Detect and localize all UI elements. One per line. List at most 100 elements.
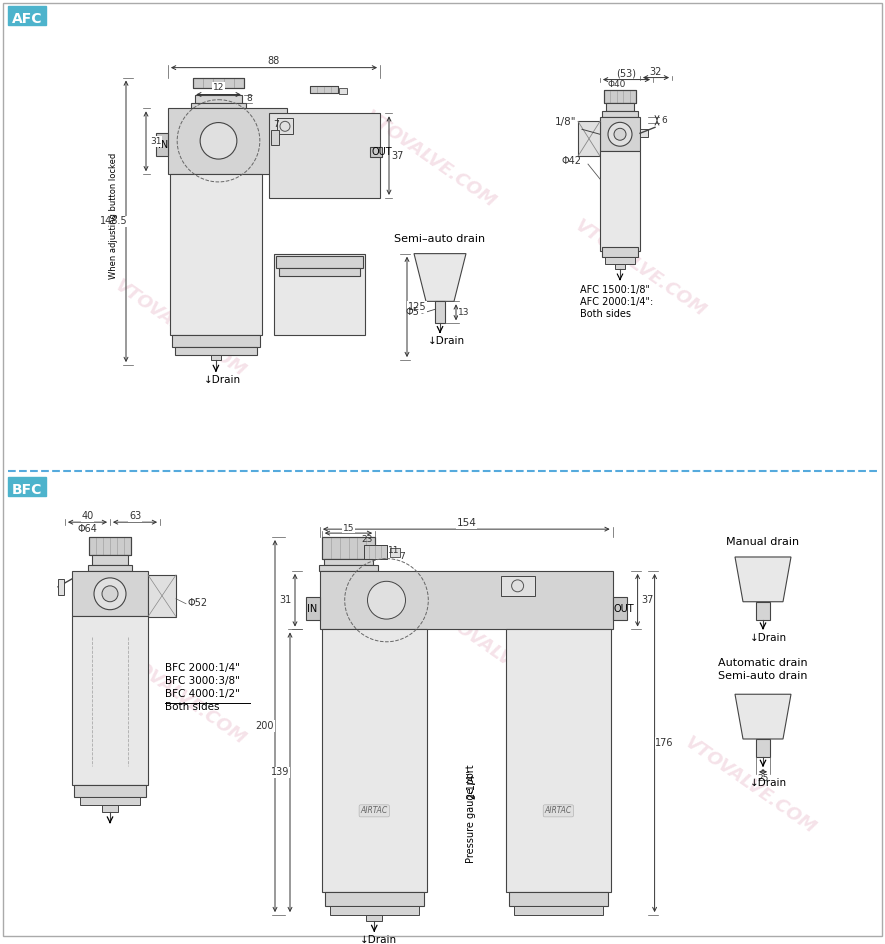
Text: OUT: OUT	[372, 147, 393, 157]
Text: 63: 63	[129, 512, 141, 521]
Text: Φ40: Φ40	[608, 79, 627, 89]
Bar	[211, 355, 221, 360]
Text: ↓Drain: ↓Drain	[204, 375, 241, 385]
Bar	[366, 915, 382, 921]
Text: AFC: AFC	[12, 12, 42, 25]
Text: Both sides: Both sides	[580, 310, 631, 319]
Text: 40: 40	[81, 512, 94, 521]
Bar	[612, 598, 627, 620]
Circle shape	[367, 582, 405, 619]
Circle shape	[94, 578, 126, 610]
Bar	[330, 906, 419, 915]
Text: 200: 200	[256, 721, 274, 731]
Text: Φ52: Φ52	[188, 598, 208, 608]
Text: 37: 37	[392, 151, 404, 160]
Text: Φ42: Φ42	[562, 156, 582, 166]
Bar	[320, 571, 612, 630]
Text: ↓Drain: ↓Drain	[360, 935, 397, 944]
Text: 139: 139	[271, 767, 289, 777]
Circle shape	[614, 128, 626, 141]
Bar	[191, 104, 246, 109]
Circle shape	[608, 123, 632, 146]
Text: ↓Drain: ↓Drain	[750, 778, 787, 787]
Bar	[322, 537, 375, 559]
Text: IN: IN	[307, 603, 317, 614]
Bar	[364, 545, 387, 559]
Bar	[501, 576, 535, 596]
Bar	[170, 175, 262, 335]
Text: 13: 13	[458, 308, 470, 317]
Text: BFC 4000:1/2": BFC 4000:1/2"	[165, 689, 240, 700]
Circle shape	[200, 123, 237, 160]
Bar	[279, 267, 360, 276]
Bar	[600, 151, 640, 251]
Bar	[602, 246, 638, 257]
Polygon shape	[735, 694, 791, 739]
Bar	[92, 555, 128, 565]
Text: 37: 37	[642, 596, 654, 605]
Bar	[89, 537, 131, 555]
Bar	[370, 147, 382, 157]
Text: 125: 125	[408, 302, 427, 312]
Bar	[272, 129, 280, 144]
Text: 23: 23	[362, 535, 373, 544]
Bar	[269, 113, 380, 198]
Bar	[311, 86, 338, 93]
Text: 12: 12	[212, 83, 224, 92]
Bar	[578, 122, 600, 156]
Text: 176: 176	[656, 738, 673, 748]
Text: 32: 32	[650, 67, 662, 76]
Text: VTOVALVE.COM: VTOVALVE.COM	[431, 604, 569, 708]
Bar	[193, 77, 243, 88]
Text: AFC 1500:1/8": AFC 1500:1/8"	[580, 285, 650, 295]
Bar	[606, 104, 634, 111]
Bar	[364, 545, 387, 559]
Bar	[80, 797, 140, 804]
Bar	[193, 77, 243, 88]
Bar	[604, 90, 636, 104]
Text: 6: 6	[661, 116, 667, 125]
Text: IN: IN	[158, 140, 168, 149]
Bar	[756, 601, 770, 619]
Bar	[339, 88, 347, 94]
Text: VTOVALVE.COM: VTOVALVE.COM	[112, 644, 249, 749]
Bar	[514, 906, 603, 915]
Text: When adjusting button locked: When adjusting button locked	[109, 153, 118, 279]
Text: 88: 88	[268, 56, 281, 66]
Bar	[306, 598, 320, 620]
Bar	[275, 256, 364, 267]
Text: 7: 7	[273, 120, 279, 128]
Bar	[196, 95, 242, 104]
Bar	[615, 263, 625, 268]
Circle shape	[102, 586, 118, 601]
Text: VTOVALVE.COM: VTOVALVE.COM	[571, 216, 709, 321]
Text: Both sides: Both sides	[165, 702, 219, 712]
Text: Φ64: Φ64	[77, 524, 96, 534]
Text: 1/8": 1/8"	[555, 117, 576, 127]
Text: BFC 2000:1/4": BFC 2000:1/4"	[165, 664, 240, 673]
Text: AIRTAC: AIRTAC	[545, 806, 572, 816]
Bar	[640, 129, 648, 137]
Polygon shape	[414, 254, 466, 301]
Bar	[273, 254, 366, 335]
Bar	[175, 347, 257, 355]
Text: Automatic drain: Automatic drain	[719, 658, 808, 668]
Text: 154: 154	[457, 518, 476, 529]
Bar	[58, 579, 64, 595]
Text: Semi–auto drain: Semi–auto drain	[395, 234, 486, 244]
Text: 25: 25	[758, 774, 769, 784]
Text: AFC 2000:1/4":: AFC 2000:1/4":	[580, 297, 653, 308]
Bar	[604, 90, 636, 104]
Text: ↓Drain: ↓Drain	[750, 632, 787, 643]
Text: BFC: BFC	[12, 483, 42, 497]
Bar	[88, 565, 132, 571]
Text: 7: 7	[399, 552, 405, 561]
Bar	[389, 548, 399, 557]
Bar	[509, 892, 608, 906]
Bar	[322, 630, 427, 892]
Text: 148.5: 148.5	[100, 216, 127, 227]
Bar	[168, 109, 288, 175]
Bar	[89, 537, 131, 555]
Text: Manual drain: Manual drain	[727, 537, 799, 548]
Text: VTOVALVE.COM: VTOVALVE.COM	[681, 733, 819, 837]
